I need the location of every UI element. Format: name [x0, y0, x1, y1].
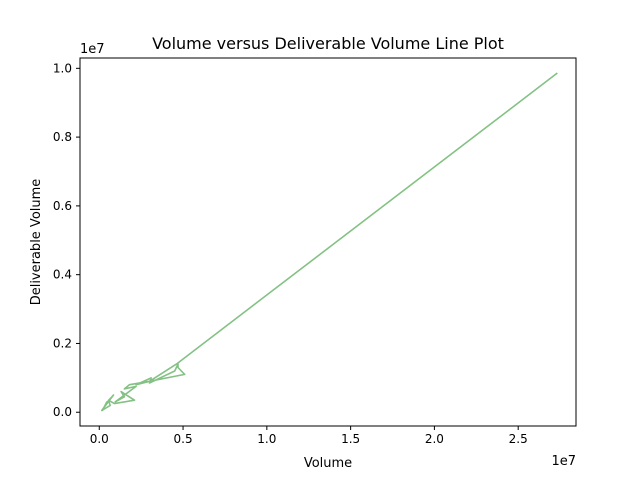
x-tick-label: 0.0: [90, 432, 109, 446]
y-tick-label: 0.6: [53, 199, 72, 213]
y-axis: 0.0 0.2 0.4 0.6 0.8 1.0: [53, 61, 80, 419]
x-tick-label: 0.5: [174, 432, 193, 446]
y-tick-label: 0.2: [53, 336, 72, 350]
x-axis-label: Volume: [304, 456, 352, 471]
y-tick-label: 1.0: [53, 61, 72, 75]
plot-area: [101, 72, 558, 412]
plot-frame: [79, 57, 577, 427]
series-line: [101, 72, 558, 412]
y-tick-label: 0.8: [53, 130, 72, 144]
chart-title: Volume versus Deliverable Volume Line Pl…: [152, 34, 504, 53]
x-axis-offset-label: 1e7: [551, 454, 576, 469]
x-tick-label: 1.5: [341, 432, 360, 446]
x-tick-label: 2.5: [509, 432, 528, 446]
x-tick-label: 1.0: [257, 432, 276, 446]
y-tick-label: 0.0: [53, 405, 72, 419]
x-tick-label: 2.0: [425, 432, 444, 446]
y-tick-label: 0.4: [53, 268, 72, 282]
y-axis-label: Deliverable Volume: [29, 179, 44, 306]
y-axis-offset-label: 1e7: [80, 42, 105, 57]
x-axis: 0.0 0.5 1.0 1.5 2.0 2.5: [90, 426, 528, 446]
